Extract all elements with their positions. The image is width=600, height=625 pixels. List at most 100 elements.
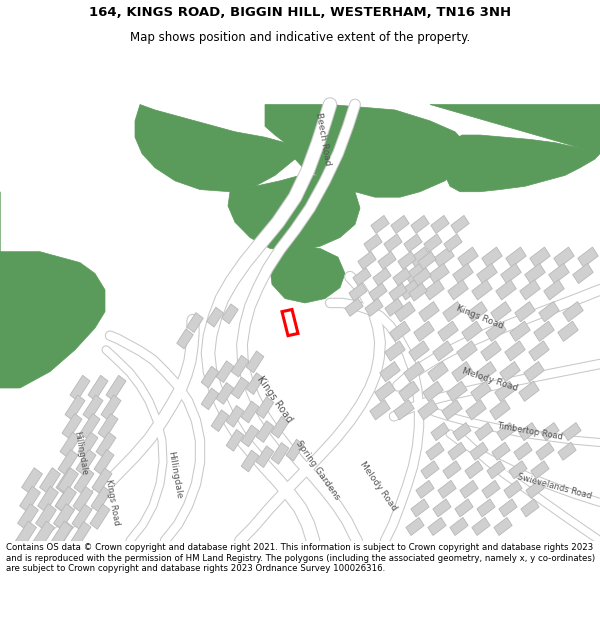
Text: Contains OS data © Crown copyright and database right 2021. This information is : Contains OS data © Crown copyright and d…	[6, 543, 595, 573]
Polygon shape	[444, 234, 462, 252]
Polygon shape	[187, 312, 203, 332]
Polygon shape	[520, 280, 540, 300]
Polygon shape	[80, 414, 100, 439]
Polygon shape	[477, 499, 495, 517]
Polygon shape	[78, 432, 98, 457]
Polygon shape	[391, 216, 409, 234]
Polygon shape	[418, 400, 438, 420]
Polygon shape	[0, 192, 105, 388]
Polygon shape	[521, 499, 539, 517]
Polygon shape	[226, 406, 244, 427]
Polygon shape	[370, 400, 390, 420]
Polygon shape	[416, 481, 434, 498]
Polygon shape	[496, 280, 516, 300]
Polygon shape	[390, 321, 410, 341]
Polygon shape	[371, 216, 389, 234]
Polygon shape	[404, 361, 424, 382]
Polygon shape	[455, 499, 473, 517]
Text: Hillingdale: Hillingdale	[71, 431, 88, 476]
Polygon shape	[256, 421, 274, 442]
Polygon shape	[524, 361, 544, 382]
Polygon shape	[413, 268, 431, 286]
Polygon shape	[460, 481, 478, 498]
Polygon shape	[482, 481, 500, 498]
Polygon shape	[106, 376, 126, 401]
Polygon shape	[385, 298, 403, 316]
Polygon shape	[424, 280, 444, 300]
Polygon shape	[514, 442, 532, 460]
Polygon shape	[418, 251, 436, 269]
Text: Timbertop Road: Timbertop Road	[496, 421, 564, 442]
Polygon shape	[400, 280, 420, 300]
Polygon shape	[531, 461, 549, 479]
Polygon shape	[90, 504, 110, 529]
Polygon shape	[96, 432, 116, 457]
Polygon shape	[424, 234, 442, 252]
Polygon shape	[438, 481, 456, 498]
Polygon shape	[530, 247, 550, 268]
Text: Melody Road: Melody Road	[461, 366, 519, 392]
Polygon shape	[534, 321, 554, 341]
Polygon shape	[448, 280, 468, 300]
Polygon shape	[519, 422, 537, 441]
Polygon shape	[539, 302, 559, 322]
Polygon shape	[487, 461, 505, 479]
Polygon shape	[228, 176, 360, 252]
Polygon shape	[504, 481, 522, 498]
Polygon shape	[55, 486, 75, 512]
Polygon shape	[497, 422, 515, 441]
Polygon shape	[20, 486, 40, 512]
Polygon shape	[54, 504, 74, 529]
Polygon shape	[509, 461, 527, 479]
Polygon shape	[73, 486, 93, 512]
Polygon shape	[52, 521, 73, 547]
Text: Beech Road: Beech Road	[314, 112, 332, 167]
Polygon shape	[246, 351, 264, 372]
Polygon shape	[506, 247, 526, 268]
Polygon shape	[53, 504, 74, 529]
Polygon shape	[83, 395, 103, 420]
Polygon shape	[466, 400, 486, 420]
Polygon shape	[369, 283, 387, 301]
Polygon shape	[414, 321, 434, 341]
Polygon shape	[393, 268, 411, 286]
Polygon shape	[515, 302, 535, 322]
Polygon shape	[411, 216, 429, 234]
Polygon shape	[177, 329, 193, 349]
Polygon shape	[353, 268, 371, 286]
Polygon shape	[211, 410, 229, 431]
Polygon shape	[431, 422, 449, 441]
Polygon shape	[452, 361, 472, 382]
Polygon shape	[216, 382, 234, 404]
Text: Kings Road: Kings Road	[455, 304, 505, 331]
Polygon shape	[395, 302, 415, 322]
Polygon shape	[481, 341, 501, 361]
Polygon shape	[426, 442, 444, 460]
Polygon shape	[270, 246, 345, 303]
Polygon shape	[448, 442, 466, 460]
Polygon shape	[38, 486, 58, 512]
Polygon shape	[453, 422, 471, 441]
Polygon shape	[536, 442, 554, 460]
Polygon shape	[510, 321, 530, 341]
Polygon shape	[472, 280, 492, 300]
Polygon shape	[373, 268, 391, 286]
Text: Map shows position and indicative extent of the property.: Map shows position and indicative extent…	[130, 31, 470, 44]
Polygon shape	[499, 499, 517, 517]
Polygon shape	[404, 234, 422, 252]
Polygon shape	[246, 372, 264, 394]
Polygon shape	[409, 283, 427, 301]
Polygon shape	[558, 321, 578, 341]
Polygon shape	[62, 414, 82, 439]
Polygon shape	[34, 521, 55, 547]
Polygon shape	[428, 518, 446, 536]
Polygon shape	[394, 400, 414, 420]
Polygon shape	[91, 486, 111, 512]
Polygon shape	[475, 422, 493, 441]
Polygon shape	[271, 416, 289, 438]
Polygon shape	[423, 381, 443, 401]
Polygon shape	[265, 104, 465, 198]
Polygon shape	[70, 376, 90, 401]
Polygon shape	[349, 283, 367, 301]
Polygon shape	[563, 422, 581, 441]
